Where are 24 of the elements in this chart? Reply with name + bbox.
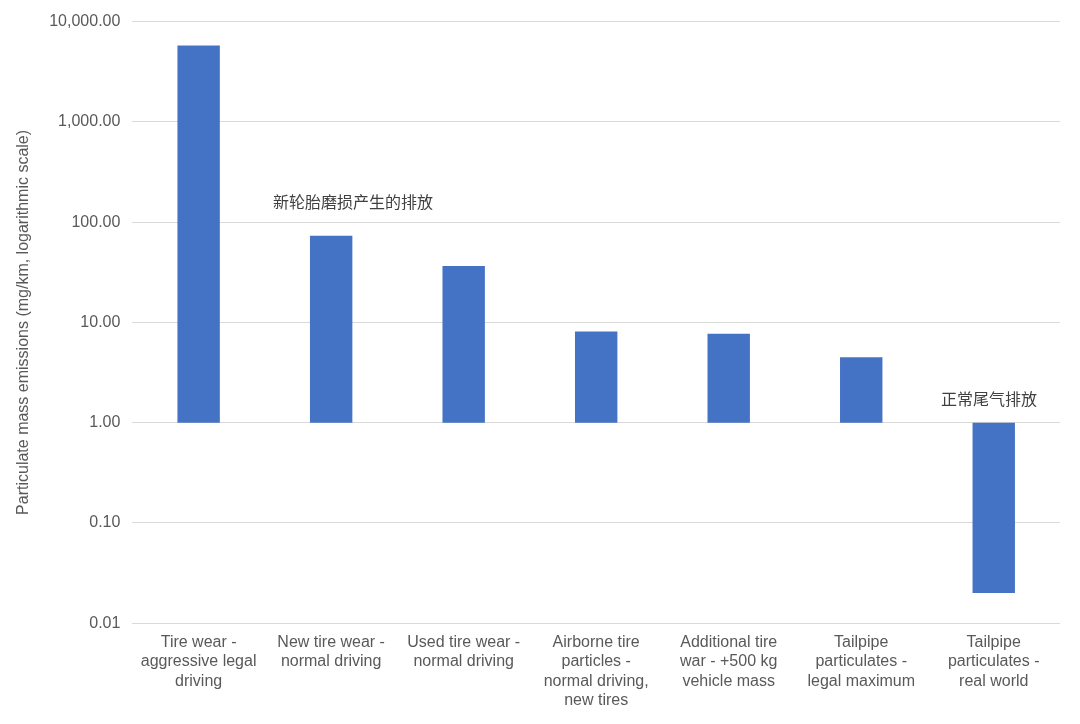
x-tick-label: New tire wear - normal driving: [277, 633, 385, 670]
bar: [574, 331, 618, 423]
annotation: 新轮胎磨损产生的排放: [272, 194, 434, 212]
y-tick-label: 1,000.00: [58, 112, 121, 130]
y-tick-label: 10,000.00: [49, 12, 121, 30]
x-tick-label: Additional tire war - +500 kg vehicle mass: [679, 633, 778, 689]
bar: [309, 235, 353, 423]
bar: [177, 45, 220, 423]
bar: [840, 357, 883, 423]
y-tick-label: 0.10: [89, 513, 121, 531]
y-tick-label: 1.00: [89, 413, 121, 431]
bar: [442, 266, 485, 423]
y-tick-label: 10.00: [80, 312, 121, 330]
x-tick-label: Tire wear - aggressive legal driving: [140, 633, 257, 689]
y-tick-label: 100.00: [71, 212, 121, 230]
annotation: 正常尾气排放: [940, 391, 1038, 409]
bar: [707, 333, 750, 423]
x-tick-label: Tailpipe particulates - real world: [947, 633, 1040, 689]
x-tick-label: Tailpipe particulates - legal maximum: [807, 633, 916, 689]
y-tick-label: 0.01: [89, 613, 121, 631]
bar: [972, 422, 1015, 594]
y-axis-title: Particulate mass emissions (mg/km, logarithmic scale): [14, 129, 32, 515]
x-tick-label: Airborne tire particles - normal driving, new tires: [543, 633, 649, 708]
x-tick-label: Used tire wear - normal driving: [407, 633, 521, 670]
